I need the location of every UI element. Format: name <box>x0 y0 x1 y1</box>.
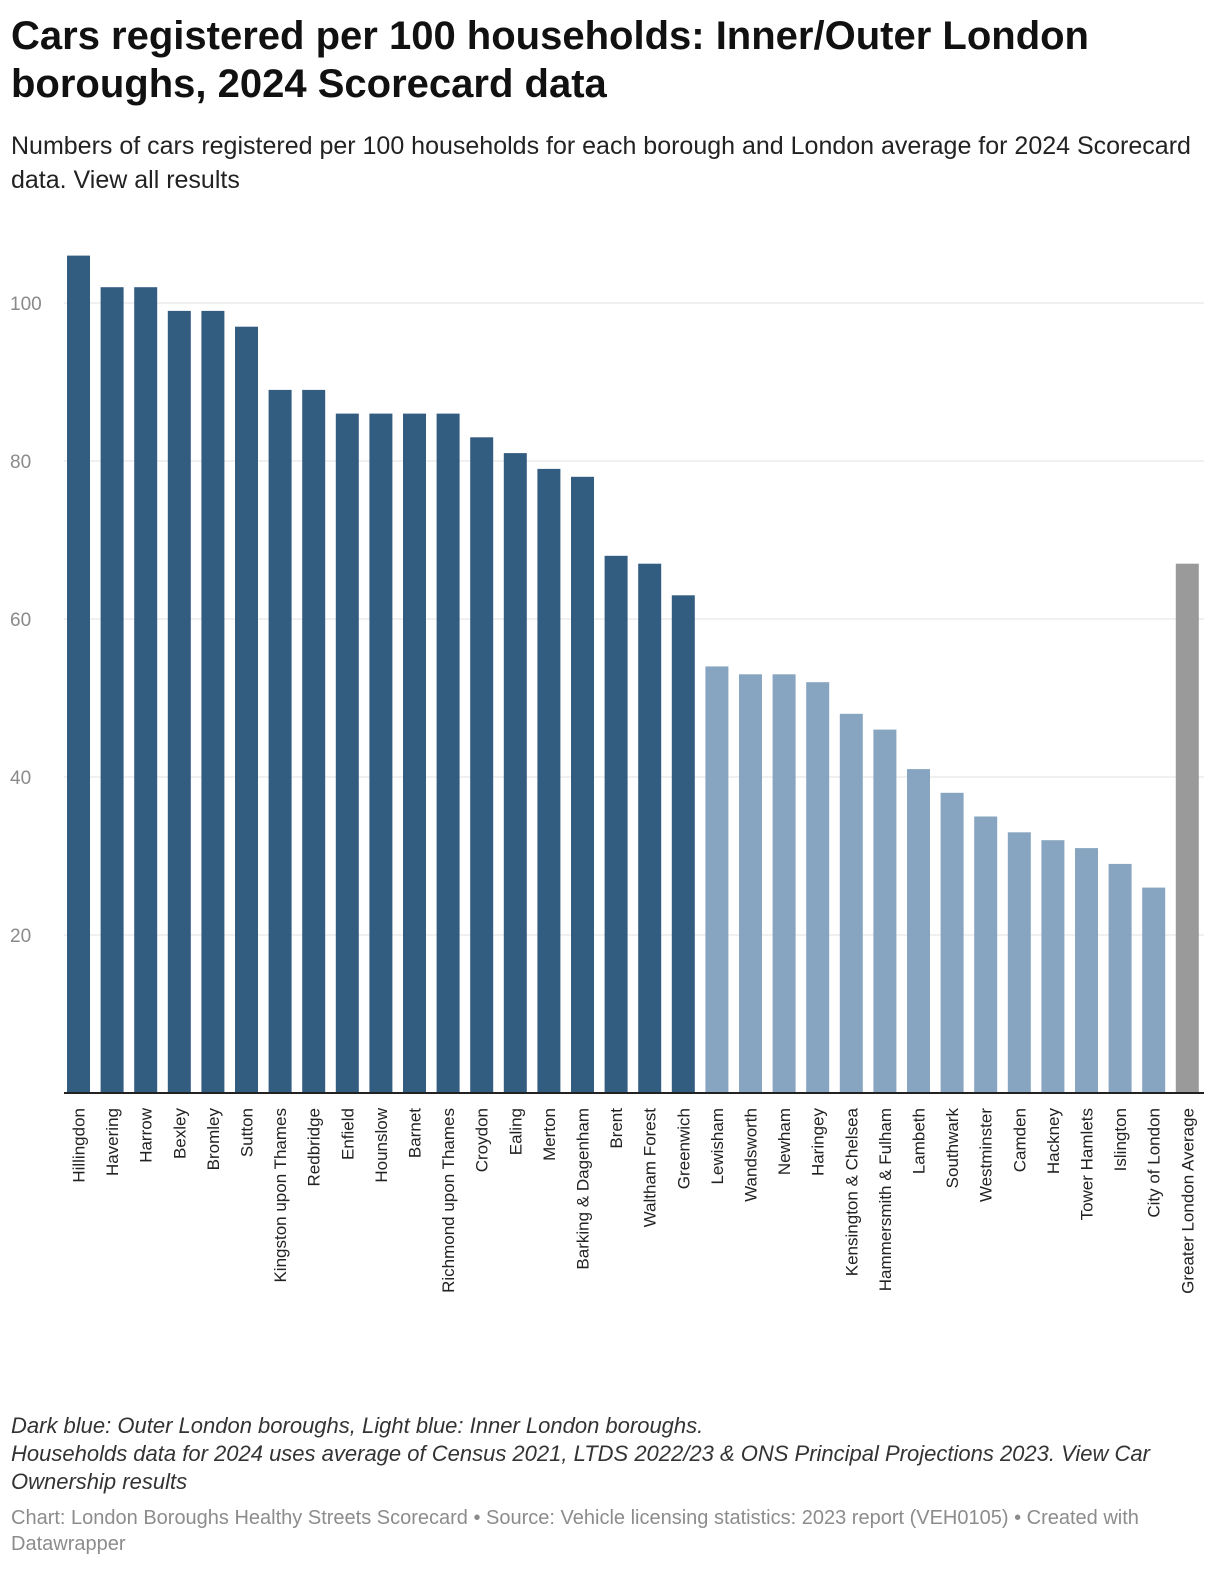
y-tick-label-20: 20 <box>10 926 31 947</box>
chart-subtitle: Numbers of cars registered per 100 house… <box>11 132 1191 194</box>
bar-22 <box>772 674 796 1093</box>
category-label-2: Havering <box>103 1108 122 1176</box>
category-label-8: Redbridge <box>305 1108 324 1186</box>
category-label-19: Greenwich <box>674 1108 693 1189</box>
category-label-9: Enfield <box>338 1108 357 1160</box>
bar-16 <box>571 476 594 1093</box>
bar-12 <box>436 413 460 1094</box>
category-label-6: Sutton <box>238 1108 257 1157</box>
bar-17 <box>604 555 628 1093</box>
category-label-26: Lambeth <box>910 1108 929 1174</box>
bars <box>67 255 1199 1094</box>
notes-line-legend: Dark blue: Outer London boroughs, Light … <box>11 1413 704 1438</box>
bar-33 <box>1142 887 1166 1093</box>
bar-5 <box>201 310 225 1093</box>
bar-25 <box>873 729 897 1093</box>
category-label-15: Merton <box>540 1108 559 1161</box>
category-label-12: Richmond upon Thames <box>439 1108 458 1293</box>
category-label-1: Hillingdon <box>70 1108 89 1183</box>
bar-9 <box>335 413 359 1094</box>
category-label-5: Bromley <box>204 1108 223 1171</box>
category-label-13: Croydon <box>473 1108 492 1172</box>
bar-1 <box>67 255 90 1094</box>
category-label-3: Harrow <box>137 1107 156 1163</box>
category-label-16: Barking & Dagenham <box>574 1108 593 1270</box>
y-tick-label-40: 40 <box>10 768 31 789</box>
bar-2 <box>100 287 124 1093</box>
category-label-23: Haringey <box>809 1108 828 1177</box>
bar-8 <box>302 389 326 1093</box>
bar-29 <box>1007 832 1031 1093</box>
category-label-27: Southwark <box>943 1108 962 1189</box>
category-label-22: Newham <box>775 1108 794 1175</box>
bar-21 <box>739 674 762 1093</box>
bar-31 <box>1075 848 1098 1093</box>
chart-title: Cars registered per 100 households: Inne… <box>11 14 1089 106</box>
bar-3 <box>134 287 158 1093</box>
category-label-14: Ealing <box>506 1108 525 1155</box>
category-label-24: Kensington & Chelsea <box>842 1107 861 1276</box>
bar-23 <box>806 682 830 1093</box>
category-label-33: City of London <box>1145 1108 1164 1218</box>
category-label-7: Kingston upon Thames <box>271 1108 290 1283</box>
bar-4 <box>167 310 191 1093</box>
bar-19 <box>671 595 695 1093</box>
category-label-25: Hammersmith & Fulham <box>876 1108 895 1291</box>
chart-footer: Chart: London Boroughs Healthy Streets S… <box>11 1507 1139 1555</box>
y-tick-label-100: 100 <box>10 294 42 315</box>
y-tick-labels: 20 40 60 80 100 <box>10 294 42 947</box>
category-label-21: Wandsworth <box>742 1108 761 1202</box>
notes-line-method: Households data for 2024 uses average of… <box>11 1441 1150 1494</box>
bar-34 <box>1175 563 1199 1093</box>
bar-30 <box>1041 840 1065 1093</box>
bar-24 <box>839 713 863 1093</box>
category-label-32: Islington <box>1111 1108 1130 1171</box>
chart-notes: Dark blue: Outer London boroughs, Light … <box>11 1412 1206 1496</box>
category-label-28: Westminster <box>977 1108 996 1202</box>
category-label-18: Waltham Forest <box>641 1108 660 1228</box>
bar-10 <box>369 413 393 1094</box>
category-label-4: Bexley <box>170 1108 189 1160</box>
bar-28 <box>974 816 998 1093</box>
y-tick-label-60: 60 <box>10 610 31 631</box>
bar-27 <box>940 792 964 1093</box>
category-label-34: Greater London Average <box>1178 1108 1197 1294</box>
bar-6 <box>235 326 258 1093</box>
bar-15 <box>537 468 561 1093</box>
bar-20 <box>705 666 729 1093</box>
category-label-20: Lewisham <box>708 1108 727 1185</box>
y-tick-label-80: 80 <box>10 452 31 473</box>
bar-chart: 20 40 60 80 100 Hillingdon Havering Harrow Bexl… <box>10 255 1204 1294</box>
category-label-29: Camden <box>1010 1108 1029 1172</box>
category-label-11: Barnet <box>406 1108 425 1158</box>
category-label-10: Hounslow <box>372 1107 391 1182</box>
bar-26 <box>907 769 930 1093</box>
bar-7 <box>268 389 292 1093</box>
category-label-30: Hackney <box>1044 1108 1063 1175</box>
bar-11 <box>403 413 426 1094</box>
category-label-31: Tower Hamlets <box>1078 1108 1097 1220</box>
category-labels: Hillingdon Havering Harrow Bexley Bromley Sut… <box>70 1107 1198 1294</box>
category-label-17: Brent <box>607 1108 626 1149</box>
bar-13 <box>470 437 494 1093</box>
bar-32 <box>1108 863 1132 1093</box>
bar-18 <box>638 563 662 1093</box>
bar-14 <box>503 453 527 1094</box>
